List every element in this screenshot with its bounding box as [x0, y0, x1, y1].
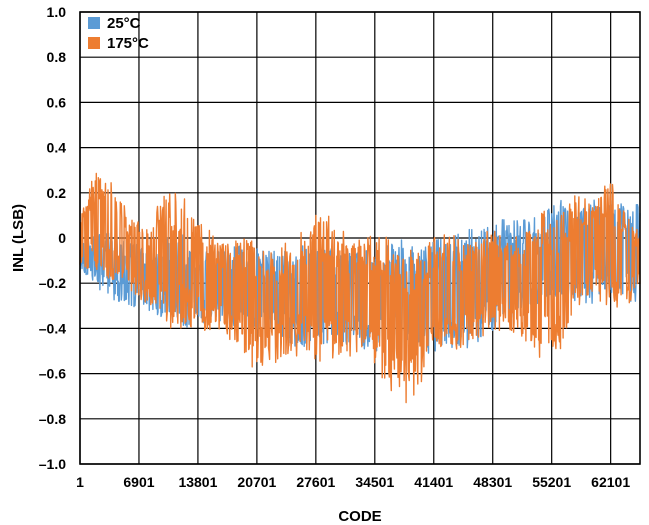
y-tick-label: 0.6: [47, 94, 67, 110]
y-tick-label: –1.0: [39, 456, 66, 472]
x-tick-labels: 1 6901 13801 20701 27601 34501 41401 48301 55201…: [76, 474, 630, 490]
x-tick-label: 48301: [473, 474, 512, 490]
series-layer: [79, 172, 641, 404]
x-tick-label: 20701: [237, 474, 276, 490]
x-tick-label: 62101: [591, 474, 630, 490]
y-tick-label: –0.4: [39, 320, 66, 336]
x-axis-title: CODE: [338, 508, 381, 525]
y-tick-label: 0: [58, 230, 66, 246]
legend-swatch-175c: [88, 37, 100, 49]
legend: 25°C 175°C: [88, 15, 149, 52]
plot-frame: [79, 11, 641, 465]
x-tick-label: 13801: [178, 474, 217, 490]
series-line-175c: [79, 172, 641, 404]
y-tick-labels: 1.0 0.8 0.6 0.4 0.2 0 –0.2 –0.4 –0.6 –0.8 –1.0: [39, 4, 66, 472]
legend-label-175c: 175°C: [107, 35, 149, 52]
x-tick-label: 34501: [355, 474, 394, 490]
y-tick-label: –0.6: [39, 366, 66, 382]
y-axis-title: INL (LSB): [10, 204, 27, 272]
y-tick-label: –0.2: [39, 275, 66, 291]
y-tick-label: 0.4: [47, 140, 67, 156]
y-tick-label: 0.8: [47, 49, 67, 65]
x-tick-label: 6901: [123, 474, 154, 490]
legend-label-25c: 25°C: [107, 15, 141, 32]
y-tick-label: 0.2: [47, 185, 67, 201]
y-tick-label: –0.8: [39, 411, 66, 427]
x-tick-label: 55201: [532, 474, 571, 490]
legend-swatch-25c: [88, 17, 100, 29]
x-tick-label: 1: [76, 474, 84, 490]
y-tick-label: 1.0: [47, 4, 67, 20]
x-tick-label: 27601: [296, 474, 335, 490]
x-tick-label: 41401: [414, 474, 453, 490]
